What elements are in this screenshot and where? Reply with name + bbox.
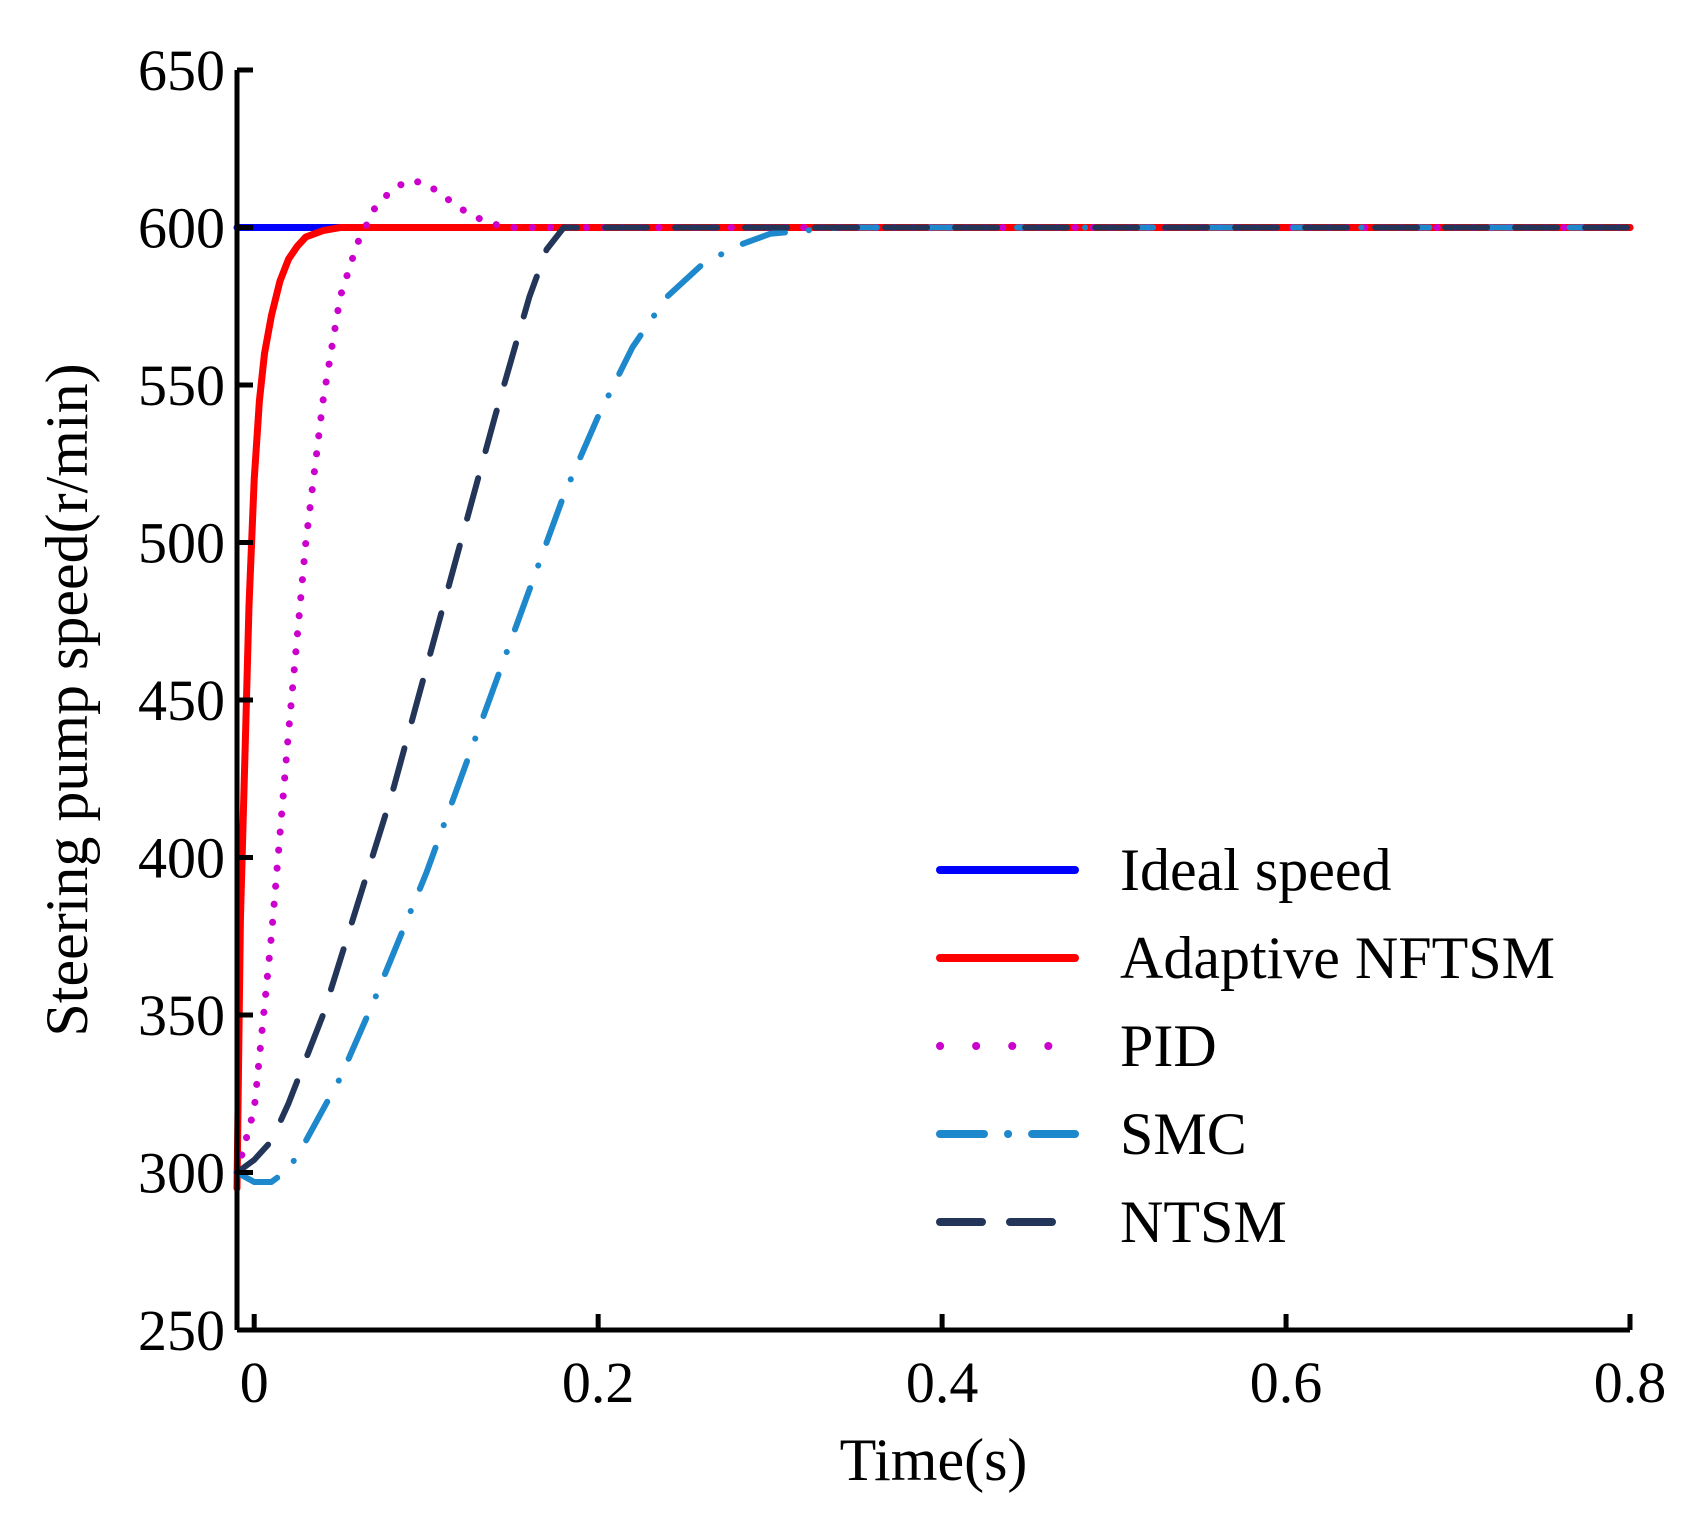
y-tick-label: 650 [138,38,225,103]
axes-layer: 250 300 350 400 450 500 550 600 650 0 0.2 0.4 0.6 0.8 [138,38,1666,1415]
y-tick-label: 550 [138,353,225,418]
y-tick-label: 400 [138,826,225,891]
series-line-smc [234,224,1633,1185]
y-tick-label: 500 [138,511,225,576]
x-tick-label: 0.6 [1250,1350,1323,1415]
x-tick-label: 0.2 [562,1350,635,1415]
x-tick-label: 0.8 [1594,1350,1667,1415]
legend-label-pid: PID [1120,1013,1217,1079]
x-tick-label: 0 [240,1350,269,1415]
y-tick-label: 450 [138,668,225,733]
y-axis-title: Steering pump speed(r/min) [34,363,100,1036]
series-line-pid [233,176,1634,1176]
x-tick-label: 0.4 [906,1350,979,1415]
legend-label-smc: SMC [1120,1101,1247,1167]
y-tick-label: 250 [138,1298,225,1363]
y-tick-label: 300 [138,1141,225,1206]
series-line-adaptive-nftsm [233,224,1634,1192]
legend-label-ntsm: NTSM [1120,1189,1287,1255]
legend: Ideal speed Adaptive NFTSM PID SMC NTSM [936,837,1555,1255]
series-line-ntsm [234,224,1633,1176]
y-tick-label: 600 [138,196,225,261]
legend-label-ideal-speed: Ideal speed [1120,837,1392,903]
legend-label-adaptive-nftsm: Adaptive NFTSM [1120,925,1555,991]
x-axis-title: Time(s) [840,1427,1028,1493]
y-tick-label: 350 [138,983,225,1048]
series-layer [233,176,1634,1192]
